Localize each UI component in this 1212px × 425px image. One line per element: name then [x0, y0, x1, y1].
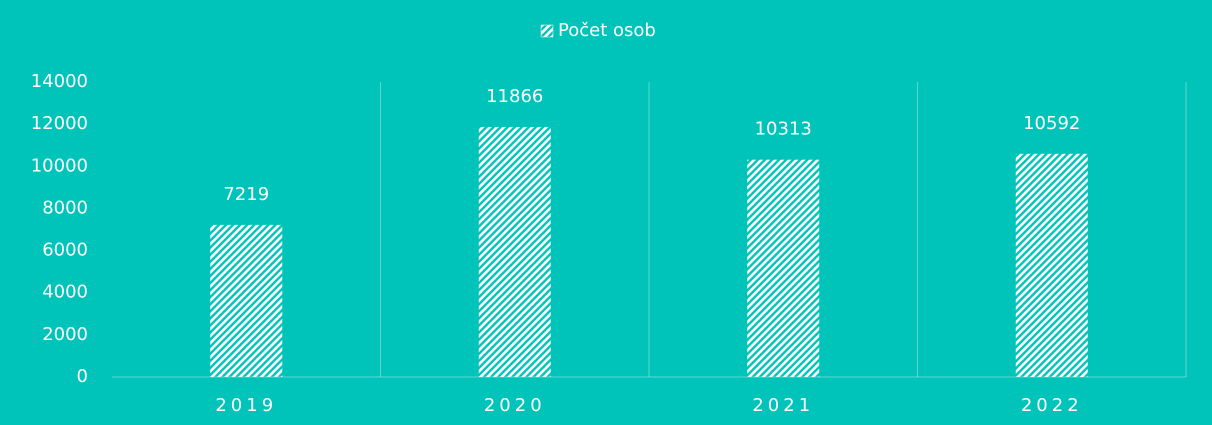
data-label: 10592 [1023, 113, 1080, 134]
bar [747, 159, 820, 377]
y-tick-label: 6000 [42, 240, 88, 261]
y-tick-label: 0 [77, 366, 88, 387]
y-tick-label: 12000 [31, 113, 88, 134]
bar [478, 126, 551, 377]
y-tick-label: 4000 [42, 282, 88, 303]
x-tick-label: 2021 [752, 395, 814, 416]
bar [1015, 153, 1088, 377]
y-tick-label: 10000 [31, 155, 88, 176]
x-tick-label: 2022 [1021, 395, 1083, 416]
x-tick-label: 2019 [215, 395, 277, 416]
data-label: 7219 [223, 184, 269, 205]
y-tick-label: 8000 [42, 197, 88, 218]
legend-swatch [540, 24, 554, 38]
y-tick-label: 14000 [31, 71, 88, 92]
legend-label: Počet osob [558, 20, 656, 41]
bar [210, 224, 283, 377]
x-tick-label: 2020 [484, 395, 546, 416]
data-label: 11866 [486, 86, 543, 107]
data-label: 10313 [755, 119, 812, 140]
y-tick-label: 2000 [42, 324, 88, 345]
